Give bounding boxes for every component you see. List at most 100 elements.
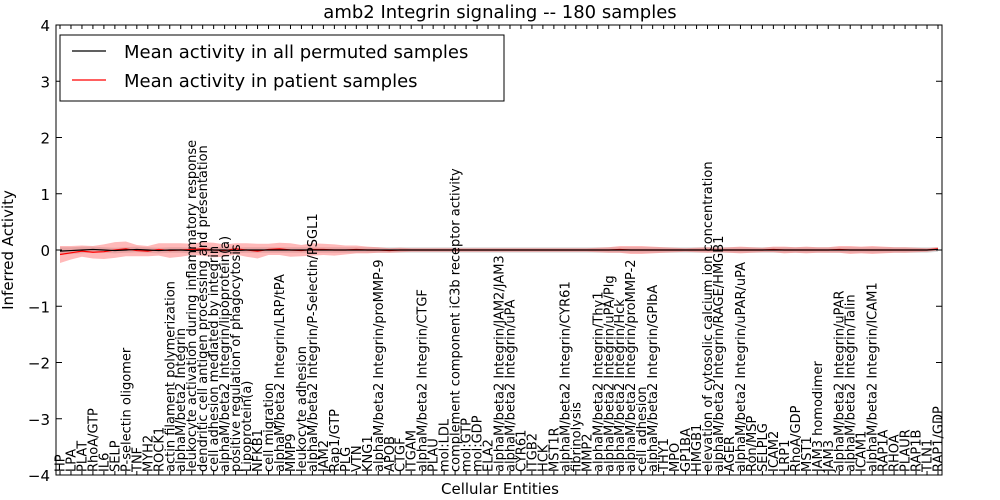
x-tick-label: alphaM/beta2 Integrin/uPA bbox=[503, 299, 518, 472]
x-tick-label: actin filament polymerization bbox=[163, 281, 178, 472]
x-tick-label: RAP1A bbox=[877, 429, 892, 472]
x-tick-label: VTN bbox=[350, 445, 365, 472]
x-tick-label: alphaM/beta2 Integrin/proMMP-2 bbox=[624, 259, 639, 472]
x-tick-label: CYR61 bbox=[514, 430, 529, 472]
x-tick-label: alphaM/beta2 Integrin/uPA/Plg bbox=[602, 275, 617, 472]
x-tick-label: HCK bbox=[536, 444, 551, 472]
x-tick-label: JAM2 bbox=[317, 440, 332, 473]
x-tick-label: MMP2 bbox=[580, 433, 595, 472]
y-tick-label: −2 bbox=[28, 355, 50, 373]
x-tick-label: alphaM/beta2 Integrin/CYR61 bbox=[558, 281, 573, 472]
x-tick-label: positive regulation of phagocytosis bbox=[229, 244, 244, 472]
x-tick-label: AGER bbox=[723, 436, 738, 472]
x-tick-label: ITGAM bbox=[405, 430, 420, 472]
x-tick-label: mol:GDP bbox=[471, 415, 486, 472]
y-tick-label: −3 bbox=[28, 411, 50, 429]
x-tick-label: LRP1 bbox=[778, 440, 793, 472]
x-tick-label: TLN1 bbox=[921, 439, 936, 473]
x-tick-label: alphaM/beta2 Integrin/P-Selectin/PSGL1 bbox=[306, 213, 321, 472]
x-tick-label: leukocyte activation during inflammatory… bbox=[185, 140, 200, 472]
y-tick-label: 3 bbox=[40, 73, 50, 91]
x-tick-label: PLAU bbox=[427, 438, 442, 472]
x-tick-label: Ron/MSP bbox=[745, 416, 760, 472]
x-tick-label: alphaM/beta2 Integrin/CTGF bbox=[416, 289, 431, 472]
x-tick-label: elevation of cytosolic calcium ion conce… bbox=[701, 161, 716, 472]
x-tick-label: APOB bbox=[383, 436, 398, 472]
x-tick-label: LPA bbox=[64, 449, 79, 472]
x-tick-label: alphaM/beta2 Integrin/uPAR/uPA bbox=[734, 262, 749, 472]
x-tick-label: JAM3 homodimer bbox=[811, 361, 826, 473]
chart-title: amb2 Integrin signaling -- 180 samples bbox=[323, 2, 676, 23]
x-tick-label: ICAM1 bbox=[855, 431, 870, 472]
x-tick-label: NFKB1 bbox=[251, 429, 266, 472]
y-tick-label: 0 bbox=[40, 242, 50, 260]
x-tick-label: Lipoprotein(a) bbox=[240, 381, 255, 472]
x-tick-label: ROCK1 bbox=[152, 427, 167, 472]
x-tick-label: MST1R bbox=[547, 427, 562, 472]
x-tick-label: dendritic cell antigen processing and pr… bbox=[196, 145, 211, 472]
x-tick-label: alphaM/beta2 Integrin/ICAM1 bbox=[866, 282, 881, 472]
x-tick-label: RHOA bbox=[888, 434, 903, 472]
x-tick-label: alphaM/beta2 Integrin bbox=[174, 328, 189, 472]
series-line-permuted bbox=[59, 248, 939, 252]
y-tick-labels: 4 3 2 1 0 −1 −2 −3 −4 bbox=[28, 17, 942, 485]
x-tick-label: alphaM/beta2 Integrin/LRP/tPA bbox=[273, 274, 288, 472]
x-tick-label: JAM3 bbox=[822, 440, 837, 473]
legend: Mean activity in all permuted samples Me… bbox=[59, 34, 505, 102]
y-tick-label: −1 bbox=[28, 298, 50, 316]
x-tick-label: SELP bbox=[108, 440, 123, 472]
x-tick-label: MMP9 bbox=[284, 433, 299, 472]
x-tick-label: cell migration bbox=[262, 383, 277, 472]
x-tick-label: fibrinolysis bbox=[569, 402, 584, 472]
x-tick-label: ITGB2 bbox=[525, 433, 540, 472]
patient-band bbox=[60, 241, 938, 263]
x-tick-label: alphaM/beta2 Integrin/proMMP-9 bbox=[372, 259, 387, 472]
x-tick-label: MPO bbox=[668, 443, 683, 472]
y-tick-label: 4 bbox=[40, 17, 50, 35]
x-tick-label: PLAT bbox=[75, 441, 90, 472]
x-tick-label: MYH2 bbox=[141, 435, 156, 472]
x-tick-label: IL6 bbox=[97, 453, 112, 472]
x-tick-label: alphaM/beta2 Integrin/GPIbA bbox=[646, 285, 661, 472]
x-tick-label: alphaM/beta2 Integrin/Thy1 bbox=[591, 292, 606, 473]
x-tick-label: HP bbox=[54, 454, 69, 472]
x-tick-label: RAP1/GDP bbox=[932, 406, 947, 472]
x-tick-label: alphaM/beta2 Integrin/RAGE/HMGB1 bbox=[712, 236, 727, 472]
x-tick-label: alphaM/beta2 Integrin/Hck bbox=[613, 299, 628, 472]
x-tick-label: KNG1 bbox=[361, 435, 376, 472]
x-tick-label: TNF bbox=[130, 447, 145, 473]
y-axis-label: Inferred Activity bbox=[0, 190, 17, 310]
x-tick-label: RAP1B bbox=[910, 430, 925, 472]
x-tick-label: THY1 bbox=[657, 438, 672, 473]
x-tick-label: alphaM/beta2 Integrin/uPAR bbox=[833, 290, 848, 472]
x-tick-label: MST1 bbox=[800, 436, 815, 472]
x-tick-label: alphaM/beta2 Integrin/Talin bbox=[844, 294, 859, 472]
x-tick-label: PLG bbox=[339, 447, 354, 472]
x-tick-label: CTGF bbox=[394, 437, 409, 472]
x-tick-label: RhoA/GTP bbox=[86, 408, 101, 472]
x-tick-label: SELPLG bbox=[756, 423, 771, 472]
legend-box bbox=[59, 34, 505, 102]
x-tick-label: cell adhesion bbox=[635, 386, 650, 472]
x-tick-label: HMGB1 bbox=[690, 424, 705, 472]
x-tick-label: RhoA/GDP bbox=[789, 405, 804, 472]
x-tick-label: P-selectin oligomer bbox=[119, 347, 134, 472]
x-tick-label: alphaM/beta2 Integrin/lipoprotein(a) bbox=[218, 236, 233, 472]
x-tick-label: complement component iC3b receptor activ… bbox=[449, 168, 464, 472]
legend-label-patient: Mean activity in patient samples bbox=[124, 71, 418, 92]
x-tick-label: Rap1/GTP bbox=[328, 409, 343, 472]
x-tick-label: ICAM2 bbox=[767, 431, 782, 472]
x-tick-label: GP1BA bbox=[679, 428, 694, 472]
x-tick-label: leukocyte adhesion bbox=[295, 346, 310, 472]
x-tick-label: cell adhesion mediated by integrin bbox=[207, 246, 222, 472]
x-tick-label: ELA2 bbox=[482, 439, 497, 472]
plot-series bbox=[59, 241, 939, 263]
legend-label-permuted: Mean activity in all permuted samples bbox=[124, 42, 468, 63]
x-axis-label: Cellular Entities bbox=[441, 480, 559, 498]
x-tick-label: mol:GTP bbox=[460, 418, 475, 472]
y-tick-label: −4 bbox=[28, 467, 50, 485]
x-tick-label: mol:LDL bbox=[438, 418, 453, 472]
x-tick-label: PLAUR bbox=[899, 429, 914, 472]
